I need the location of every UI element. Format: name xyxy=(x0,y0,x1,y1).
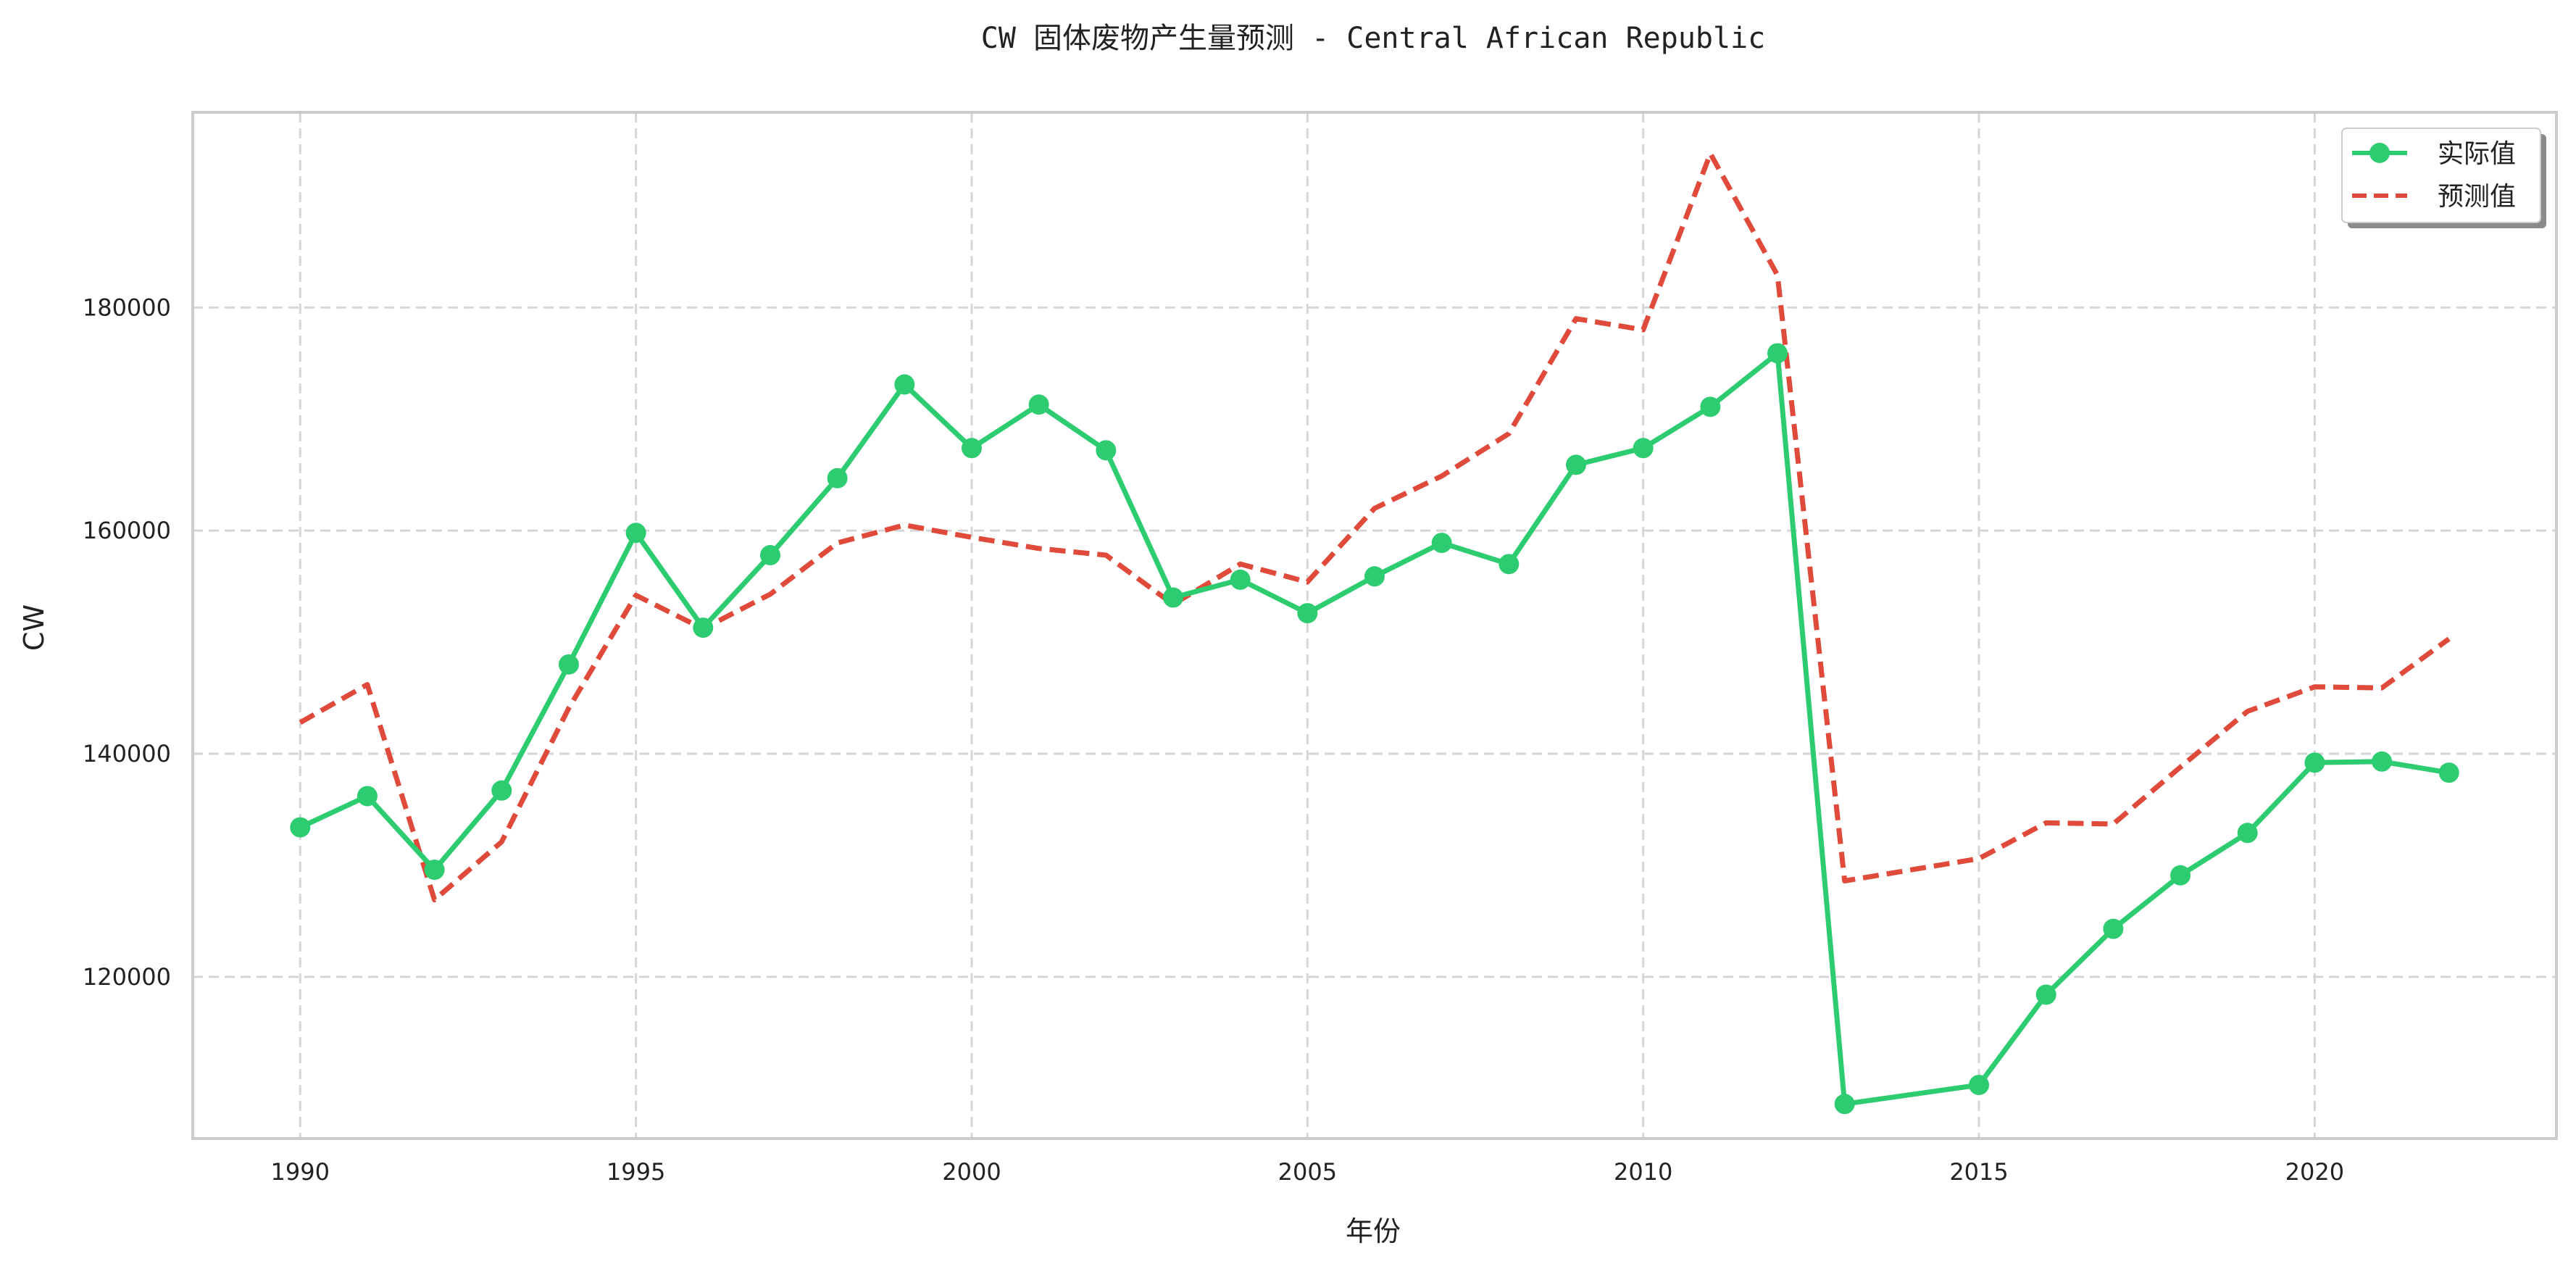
actual-data-point xyxy=(1566,454,1587,475)
actual-data-point xyxy=(2372,751,2393,772)
actual-data-point xyxy=(625,523,646,544)
legend: 实际值 预测值 xyxy=(2341,128,2546,228)
y-axis-label: CW xyxy=(18,604,50,651)
y-tick-label: 120000 xyxy=(83,963,171,991)
actual-data-point xyxy=(558,654,579,675)
x-tick-label: 1995 xyxy=(607,1158,665,1186)
actual-data-point xyxy=(2438,762,2459,783)
actual-data-point xyxy=(1767,343,1788,364)
actual-data-point xyxy=(1700,396,1721,417)
actual-data-point xyxy=(1499,554,1520,575)
legend-actual-label: 实际值 xyxy=(2438,139,2516,169)
actual-data-point xyxy=(2170,865,2191,886)
y-tick-label: 160000 xyxy=(83,517,171,544)
actual-data-point xyxy=(1096,440,1117,461)
actual-data-point xyxy=(357,786,378,807)
x-tick-label: 2010 xyxy=(1614,1158,1672,1186)
x-tick-label: 1990 xyxy=(271,1158,330,1186)
actual-series-line xyxy=(299,351,2450,1107)
actual-data-point xyxy=(1297,603,1318,624)
x-tick-label: 2015 xyxy=(1949,1158,2008,1186)
grid xyxy=(193,112,2556,1139)
actual-data-point xyxy=(693,617,714,638)
actual-data-point xyxy=(2237,823,2258,844)
plot-frame xyxy=(191,111,2558,1140)
actual-data-point xyxy=(961,438,982,459)
y-tick-label: 140000 xyxy=(83,740,171,767)
legend-actual-marker xyxy=(2369,143,2390,163)
actual-data-point xyxy=(2035,984,2056,1005)
y-tick-label: 180000 xyxy=(83,294,171,321)
actual-data-point xyxy=(759,545,780,566)
actual-data-point xyxy=(1230,569,1251,590)
series-layer xyxy=(290,151,2459,1115)
actual-data-point xyxy=(424,860,445,881)
actual-data-point xyxy=(1028,394,1049,415)
y-tick-labels: 120000 140000 160000 180000 xyxy=(83,294,171,990)
x-axis-label: 年份 xyxy=(1346,1215,1401,1247)
actual-data-point xyxy=(1431,533,1452,554)
actual-data-point xyxy=(290,817,311,838)
chart-title: CW 固体废物产生量预测 - Central African Republic xyxy=(981,22,1765,55)
actual-data-point xyxy=(1969,1075,1990,1096)
actual-data-point xyxy=(2304,752,2325,773)
actual-data-point xyxy=(1834,1094,1855,1115)
legend-forecast-label: 预测值 xyxy=(2438,182,2516,212)
actual-data-point xyxy=(1633,438,1654,459)
actual-data-point xyxy=(491,780,512,801)
actual-data-point xyxy=(894,374,915,395)
forecast-series-line xyxy=(299,151,2451,903)
x-tick-label: 2020 xyxy=(2285,1158,2344,1186)
actual-data-point xyxy=(827,467,848,488)
actual-data-point xyxy=(1364,566,1385,587)
actual-data-point xyxy=(2103,918,2124,939)
x-tick-label: 2000 xyxy=(942,1158,1001,1186)
actual-data-point xyxy=(1162,587,1183,608)
x-tick-label: 2005 xyxy=(1278,1158,1337,1186)
x-tick-labels: 1990 1995 2000 2005 2010 2015 2020 xyxy=(271,1158,2345,1186)
